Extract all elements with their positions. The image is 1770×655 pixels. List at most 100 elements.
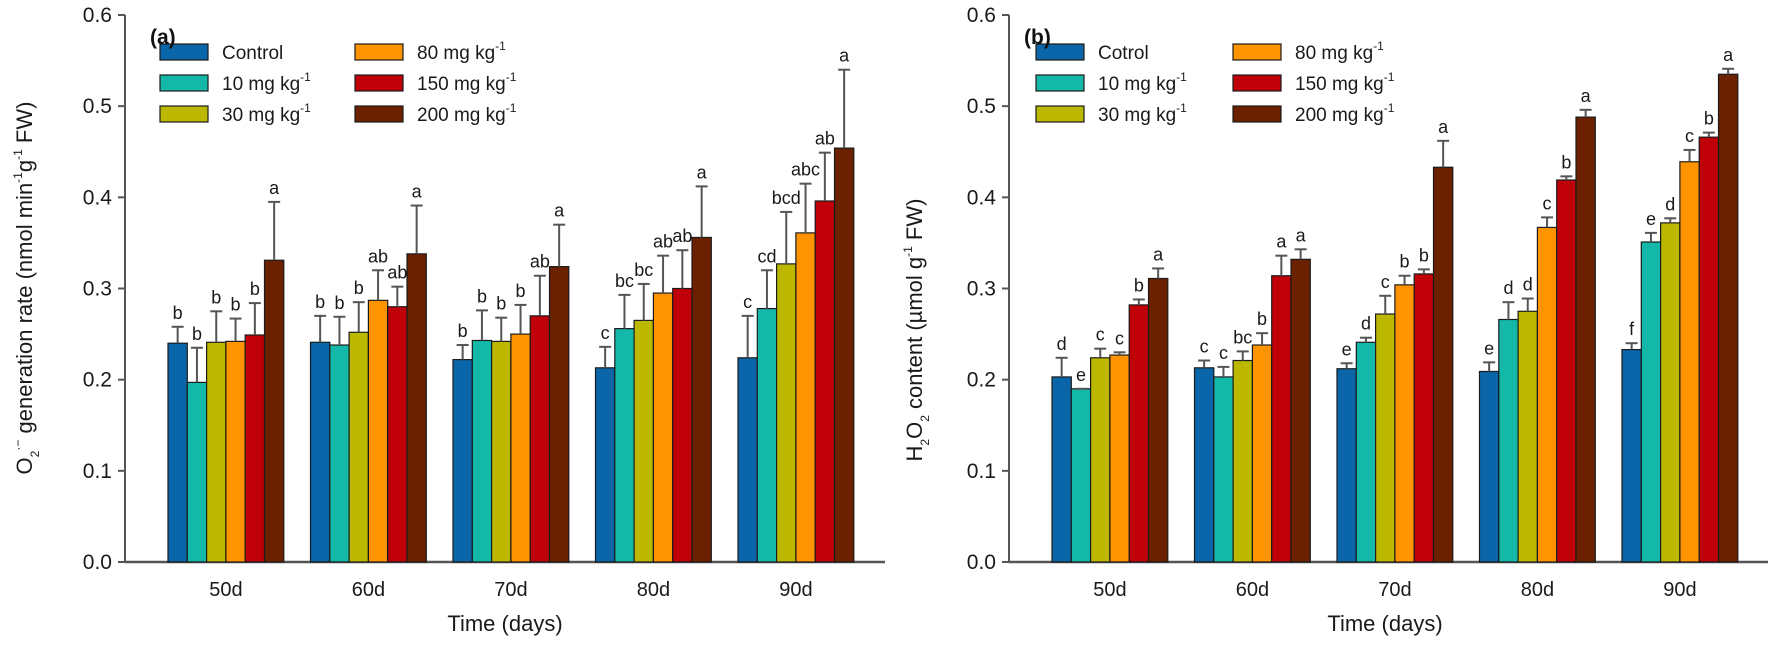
significance-letter: ab: [387, 263, 407, 283]
x-tick-label: 60d: [1236, 579, 1269, 601]
bar: [1290, 258, 1311, 563]
y-tick-label: 0.3: [83, 278, 112, 301]
bar: [1556, 179, 1577, 563]
y-tick-label: 0.5: [967, 95, 996, 118]
significance-letter: c: [1096, 325, 1105, 345]
x-tick-label: 70d: [494, 579, 527, 601]
x-tick-label: 80d: [637, 579, 670, 601]
legend-label: 200 mg kg-1: [1295, 101, 1395, 126]
bar: [167, 342, 188, 563]
bar: [756, 307, 778, 563]
significance-letter: b: [250, 279, 260, 299]
significance-letter: a: [554, 201, 565, 221]
x-tick-label: 80d: [1521, 579, 1554, 601]
x-tick-label: 50d: [209, 579, 242, 601]
significance-letter: b: [477, 286, 487, 306]
bar: [1717, 73, 1739, 563]
x-tick-label: 50d: [1093, 579, 1126, 601]
significance-letter: a: [1723, 45, 1734, 65]
significance-letter: b: [1257, 309, 1267, 329]
bar: [186, 381, 208, 563]
bar: [1213, 376, 1234, 563]
bar: [406, 253, 427, 563]
legend-item: 200 mg kg-1: [1232, 101, 1395, 126]
bar: [833, 147, 855, 563]
bar: [1679, 161, 1700, 563]
legend-label: 80 mg kg-1: [1295, 39, 1384, 64]
legend-swatch: [1232, 105, 1282, 123]
significance-letter: f: [1629, 319, 1635, 339]
legend-swatch: [1035, 43, 1085, 61]
legend-label: Cotrol: [1098, 43, 1149, 64]
panel-tag-a: (a): [150, 26, 176, 49]
bar: [691, 236, 712, 563]
significance-letter: a: [269, 178, 280, 198]
x-tick-label: 90d: [779, 579, 812, 601]
legend-swatch: [354, 105, 404, 123]
bar: [594, 367, 616, 563]
significance-letter: bcd: [772, 188, 801, 208]
bar: [1640, 241, 1662, 563]
significance-letter: b: [173, 303, 183, 323]
bar: [263, 259, 285, 563]
bar: [387, 306, 408, 563]
legend-label: Control: [222, 43, 283, 64]
bar: [1147, 277, 1169, 563]
bar: [672, 287, 693, 563]
legend-item: 200 mg kg-1: [354, 101, 517, 126]
bar: [206, 341, 227, 563]
significance-letter: ab: [672, 226, 692, 246]
legend-label: 30 mg kg-1: [222, 101, 311, 126]
x-axis-title-a: Time (days): [447, 611, 562, 636]
bar: [1051, 376, 1072, 563]
bar: [1478, 370, 1500, 563]
legend-item: 30 mg kg-1: [1035, 101, 1187, 126]
bar: [471, 339, 493, 563]
significance-letter: b: [211, 287, 221, 307]
legend-swatch: [354, 43, 404, 61]
bar: [1193, 367, 1215, 563]
bar: [529, 315, 551, 563]
bar: [244, 334, 266, 563]
legend-swatch: [354, 74, 404, 92]
significance-letter: bc: [1233, 327, 1252, 347]
significance-letter: b: [315, 292, 325, 312]
y-tick-label: 0.4: [83, 186, 113, 209]
significance-letter: c: [1685, 126, 1694, 146]
significance-letter: c: [743, 292, 752, 312]
x-tick-label: 90d: [1663, 579, 1696, 601]
significance-letter: b: [1561, 152, 1571, 172]
panel-tag-b: (b): [1024, 26, 1051, 49]
bar: [1621, 348, 1642, 563]
bar: [510, 333, 531, 563]
y-tick-label: 0.3: [967, 278, 996, 301]
y-tick-label: 0.2: [967, 369, 996, 392]
legend-a: Control 10 mg kg-1 30 mg kg-1 80 mg kg-1 150…: [159, 39, 517, 126]
x-tick-label: 70d: [1378, 579, 1411, 601]
bar: [1089, 357, 1111, 563]
bar: [1070, 388, 1092, 563]
y-axis-title-a: O2·− generation rate (nmol min-1g-1 FW): [11, 102, 42, 475]
bar: [633, 319, 654, 563]
bar: [1374, 313, 1396, 563]
significance-letter: b: [1419, 245, 1429, 265]
bar: [1659, 222, 1681, 563]
significance-letter: a: [697, 162, 708, 182]
legend-label: 10 mg kg-1: [222, 70, 311, 95]
legend-b: Cotrol 10 mg kg-1 30 mg kg-1 80 mg kg-1 150…: [1035, 39, 1395, 126]
significance-letter: c: [1219, 343, 1228, 363]
significance-letter: bc: [634, 260, 653, 280]
significance-letter: b: [231, 295, 241, 315]
bar: [1251, 344, 1273, 563]
bar: [775, 263, 797, 563]
bar: [1232, 359, 1253, 563]
x-tick-label: 60d: [352, 579, 385, 601]
bar: [1536, 226, 1558, 563]
significance-letter: e: [1342, 339, 1352, 359]
significance-letter: b: [1134, 275, 1144, 295]
significance-letter: c: [601, 323, 610, 343]
bar: [1498, 318, 1519, 563]
